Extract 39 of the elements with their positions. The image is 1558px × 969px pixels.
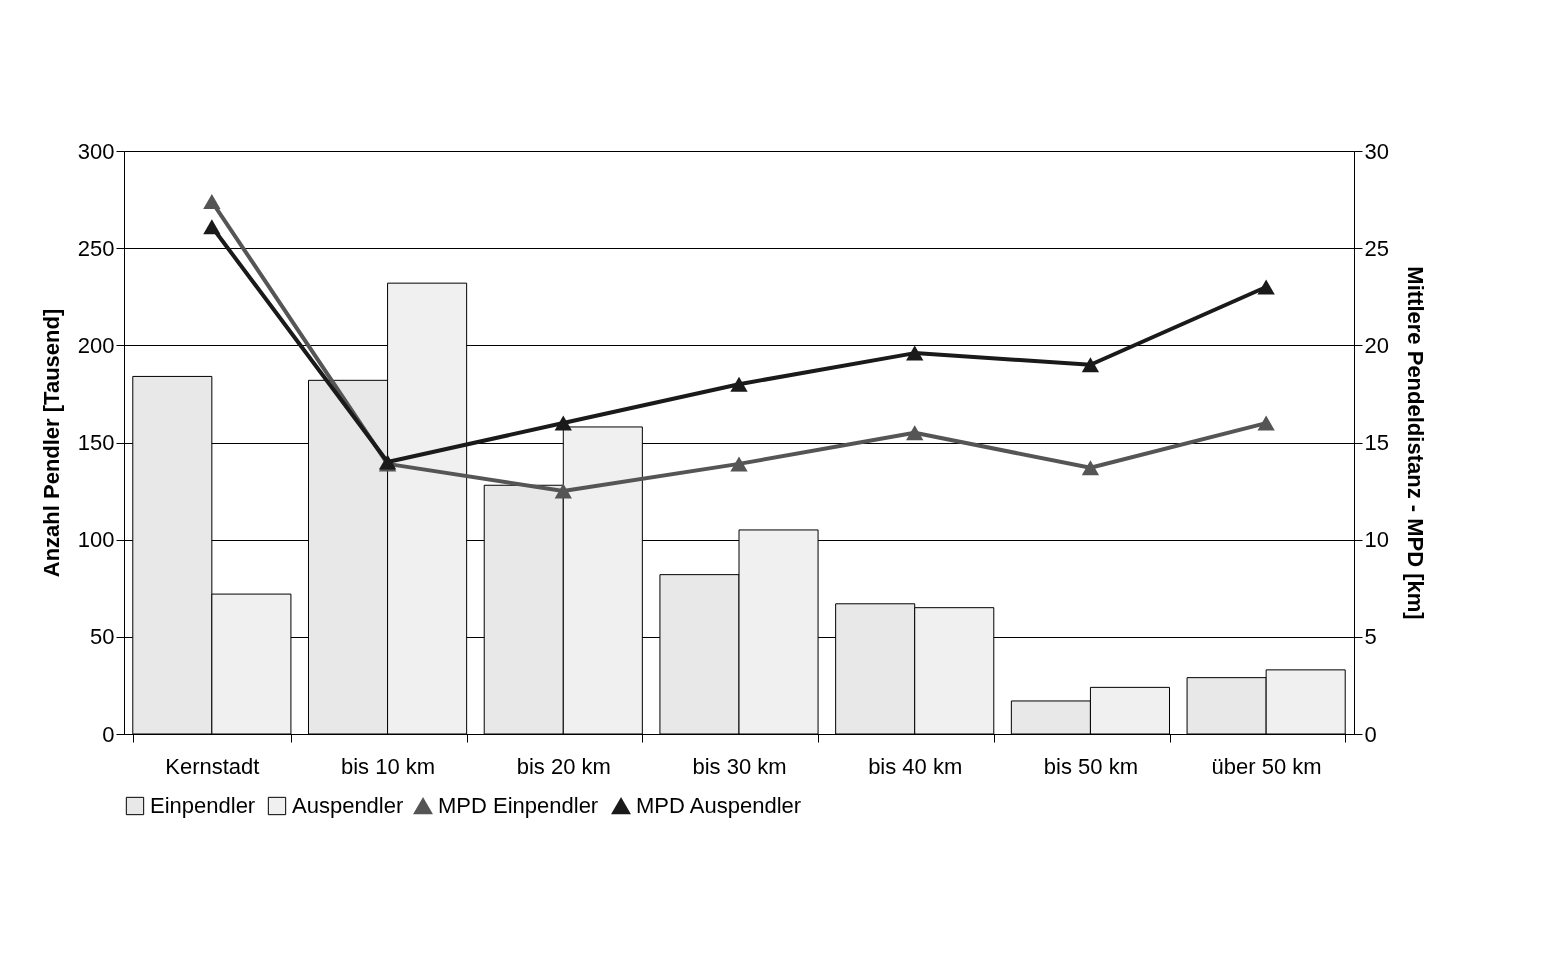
point	[730, 376, 748, 392]
y2-tick-label: 20	[1364, 332, 1389, 358]
y2-tick-label: 10	[1364, 527, 1389, 553]
y2-tick-label: 15	[1364, 430, 1389, 455]
y-tick-label: 300	[77, 138, 115, 164]
point	[203, 194, 221, 210]
point	[906, 425, 924, 441]
x-tick-label: Kernstadt	[165, 753, 260, 779]
x-tick-label: bis 20 km	[516, 753, 611, 779]
y-tick-label: 200	[77, 332, 115, 358]
point	[554, 415, 572, 431]
y-tick-label: 0	[102, 721, 115, 747]
point	[730, 456, 748, 472]
y-tick-label: 250	[77, 235, 115, 261]
legend-label: MPD Einpendler	[438, 793, 599, 818]
y-tick-label: 100	[77, 527, 115, 553]
y2-tick-label: 0	[1364, 721, 1377, 747]
y-axis-title: Anzahl Pendler [Tausend]	[38, 308, 64, 578]
legend-label: MPD Auspendler	[636, 793, 802, 818]
point	[1257, 415, 1275, 431]
y-tick-label: 50	[90, 624, 115, 650]
x-tick-label: bis 50 km	[1043, 753, 1139, 779]
y2-axis-title: Mittlere Pendeldistanz - MPD [km]	[1402, 266, 1428, 620]
point	[1257, 279, 1275, 295]
x-tick-label: bis 40 km	[868, 753, 963, 779]
x-tick-label: bis 30 km	[692, 753, 787, 779]
y2-tick-label: 25	[1364, 235, 1389, 261]
y2-tick-label: 30	[1364, 138, 1389, 164]
x-tick-label: über 50 km	[1211, 753, 1322, 779]
point	[906, 345, 924, 361]
point	[1081, 460, 1100, 476]
legend-label: Auspendler	[292, 793, 404, 818]
point	[554, 483, 572, 499]
point	[1081, 357, 1100, 373]
y-tick-label: 150	[77, 430, 115, 455]
y2-tick-label: 5	[1364, 624, 1377, 650]
legend-label: Einpendler	[150, 793, 256, 818]
x-tick-label: bis 10 km	[340, 753, 436, 779]
point	[203, 219, 221, 235]
